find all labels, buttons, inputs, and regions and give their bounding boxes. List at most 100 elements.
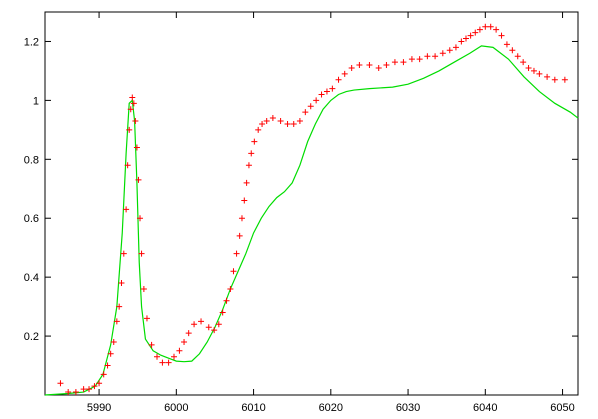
data-point-plus xyxy=(124,162,131,169)
data-point-plus xyxy=(65,389,72,396)
plot-frame xyxy=(44,11,579,396)
data-point-plus xyxy=(269,115,276,122)
data-point-plus xyxy=(219,309,226,316)
data-point-plus xyxy=(104,362,111,369)
data-point-plus xyxy=(57,380,64,387)
data-point-plus xyxy=(165,359,172,366)
y-tick-label: 1.2 xyxy=(24,36,39,48)
data-point-plus xyxy=(148,341,155,348)
data-point-plus xyxy=(176,347,183,354)
data-point-plus xyxy=(348,64,355,71)
data-point-plus xyxy=(185,330,192,337)
data-point-plus xyxy=(476,26,483,33)
y-tick-label: 0.4 xyxy=(24,272,39,284)
series-line-0 xyxy=(44,45,579,396)
data-point-plus xyxy=(375,64,382,71)
data-point-plus xyxy=(493,26,500,33)
data-point-plus xyxy=(159,359,166,366)
data-point-plus xyxy=(290,120,297,127)
data-point-plus xyxy=(255,126,262,133)
data-point-plus xyxy=(329,85,336,92)
data-point-plus xyxy=(323,88,330,95)
y-tick-label: 0.2 xyxy=(24,331,39,343)
data-point-plus xyxy=(215,321,222,328)
data-point-plus xyxy=(462,35,469,42)
data-point-plus xyxy=(140,285,147,292)
y-tick-label: 1 xyxy=(33,95,39,107)
data-point-plus xyxy=(135,176,142,183)
data-point-plus xyxy=(181,338,188,345)
data-point-plus xyxy=(96,380,103,387)
data-point-plus xyxy=(248,150,255,157)
data-point-plus xyxy=(341,70,348,77)
data-point-plus xyxy=(458,38,465,45)
data-point-plus xyxy=(205,324,212,331)
data-point-plus xyxy=(472,29,479,36)
data-point-plus xyxy=(241,197,248,204)
y-tick-label: 0.6 xyxy=(24,213,39,225)
x-tick-label: 6040 xyxy=(473,402,497,414)
data-point-plus xyxy=(113,318,120,325)
x-tick-label: 6050 xyxy=(550,402,574,414)
data-point-plus xyxy=(236,232,243,239)
data-point-plus xyxy=(356,62,363,69)
data-point-plus xyxy=(482,23,489,30)
data-point-plus xyxy=(138,250,145,257)
x-tick-label: 6020 xyxy=(319,402,343,414)
data-point-plus xyxy=(137,215,144,222)
x-axis-ticks xyxy=(98,12,564,395)
data-point-plus xyxy=(80,386,87,393)
data-point-plus xyxy=(509,47,516,54)
data-point-plus xyxy=(530,67,537,74)
data-point-plus xyxy=(520,59,527,66)
data-point-plus xyxy=(191,321,198,328)
x-tick-label: 6010 xyxy=(241,402,265,414)
data-point-plus xyxy=(525,64,532,71)
series-points-1 xyxy=(57,23,568,396)
data-point-plus xyxy=(561,76,568,83)
data-point-plus xyxy=(498,32,505,39)
data-point-plus xyxy=(544,73,551,80)
y-axis-tick-labels: 0.2 0.4 0.6 0.8 1 1.2 xyxy=(24,36,39,343)
data-point-plus xyxy=(230,268,237,275)
data-point-plus xyxy=(514,53,521,60)
x-tick-label: 6000 xyxy=(164,402,188,414)
data-point-plus xyxy=(233,250,240,257)
data-point-plus xyxy=(467,32,474,39)
data-point-plus xyxy=(335,76,342,83)
data-point-plus xyxy=(143,315,150,322)
data-point-plus xyxy=(551,76,558,83)
data-point-plus xyxy=(223,297,230,304)
y-axis-ticks xyxy=(45,40,578,337)
data-point-plus xyxy=(259,120,266,127)
data-point-plus xyxy=(439,50,446,57)
data-point-plus xyxy=(408,56,415,63)
data-point-plus xyxy=(72,389,79,396)
data-point-plus xyxy=(211,327,218,334)
data-point-plus xyxy=(503,41,510,48)
data-point-plus xyxy=(383,62,390,69)
data-point-plus xyxy=(424,53,431,60)
data-point-plus xyxy=(120,250,127,257)
y-tick-label: 0.8 xyxy=(24,154,39,166)
data-point-plus xyxy=(446,47,453,54)
data-point-plus xyxy=(318,91,325,98)
data-point-plus xyxy=(432,53,439,60)
data-point-plus xyxy=(400,59,407,66)
data-point-plus xyxy=(127,106,134,113)
data-point-plus xyxy=(296,118,303,125)
data-point-plus xyxy=(452,44,459,51)
data-point-plus xyxy=(118,280,125,287)
data-point-plus xyxy=(171,353,178,360)
data-point-plus xyxy=(130,100,137,107)
data-point-plus xyxy=(198,318,205,325)
data-point-plus xyxy=(133,144,140,151)
data-point-plus xyxy=(245,162,252,169)
data-point-plus xyxy=(263,118,270,125)
data-point-plus xyxy=(132,118,139,125)
data-point-plus xyxy=(302,109,309,116)
x-tick-label: 6030 xyxy=(396,402,420,414)
data-point-plus xyxy=(487,23,494,30)
data-point-plus xyxy=(243,179,250,186)
data-point-plus xyxy=(116,303,123,310)
